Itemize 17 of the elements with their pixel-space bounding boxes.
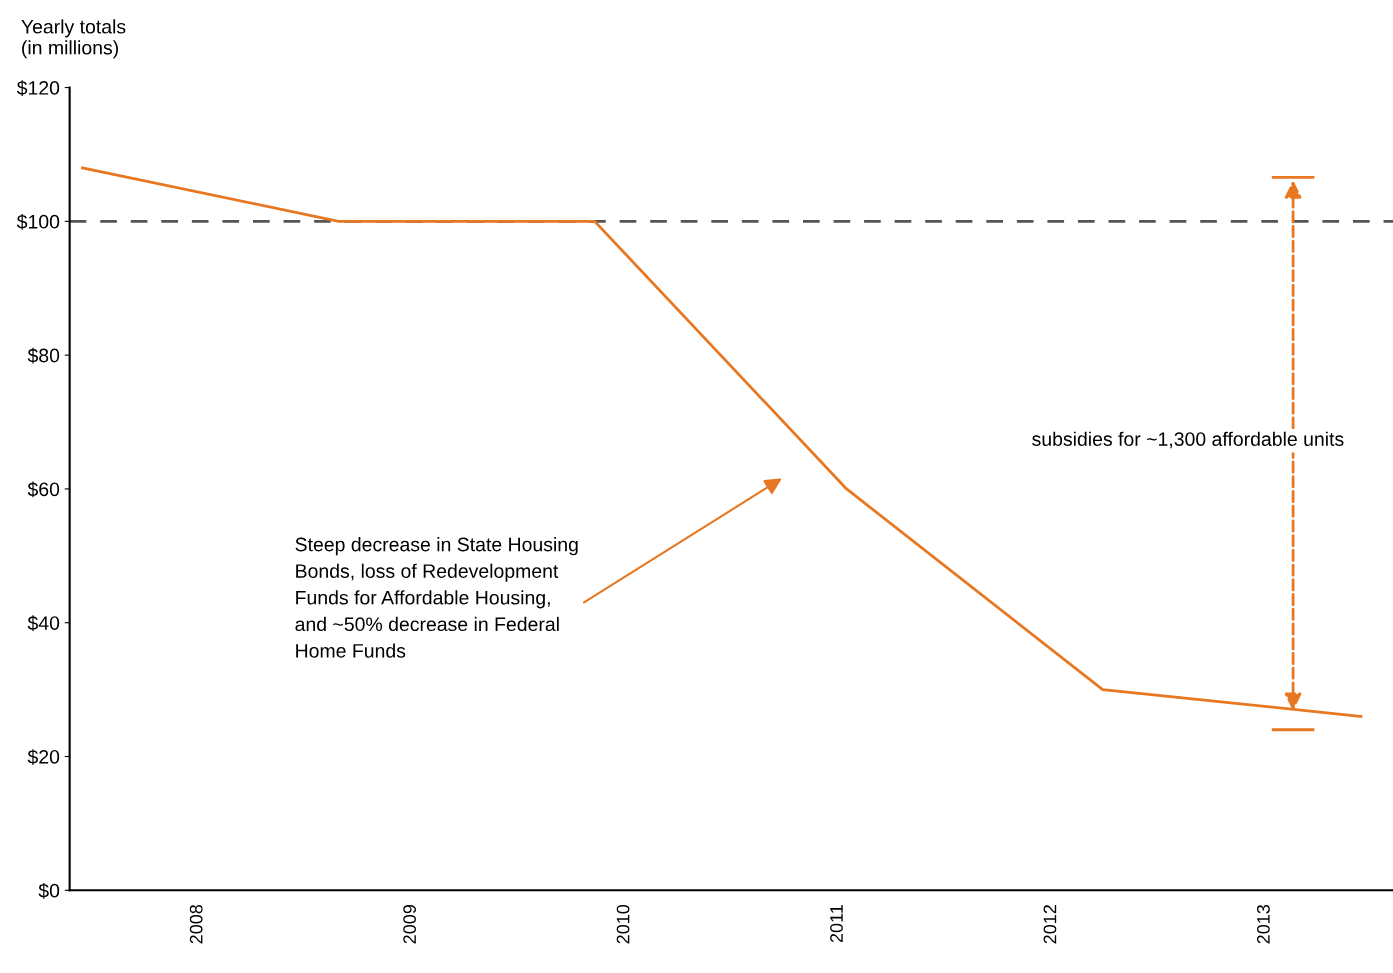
line-series bbox=[81, 166, 1363, 718]
y-tick-label: $60 bbox=[27, 481, 60, 498]
y-tick-label: $120 bbox=[16, 80, 60, 96]
annotation: Steep decrease in State Housing Bonds, loss of Redevelopment Funds for Affordable Housing, and ~50% decrease in Federal Home Funds bbox=[295, 537, 578, 658]
y-tick-label: $80 bbox=[27, 347, 60, 364]
x-tick-label: 2012 bbox=[1043, 905, 1057, 944]
x-tick-label: 2008 bbox=[189, 904, 203, 944]
y-tick-label: $40 bbox=[27, 615, 60, 632]
x-tick-label: 2010 bbox=[616, 904, 630, 944]
y-tick-label: $100 bbox=[16, 214, 60, 230]
x-tick-label: 2011 bbox=[830, 905, 843, 943]
y-axis-title: Yearly totals (in millions) bbox=[21, 19, 126, 59]
annotation: subsidies for ~1,300 affordable units bbox=[1032, 431, 1344, 449]
x-tick-label: 2013 bbox=[1257, 904, 1270, 944]
y-tick-label: $20 bbox=[27, 749, 60, 765]
y-tick-label: $0 bbox=[38, 882, 60, 899]
x-tick-label: 2009 bbox=[403, 905, 417, 944]
